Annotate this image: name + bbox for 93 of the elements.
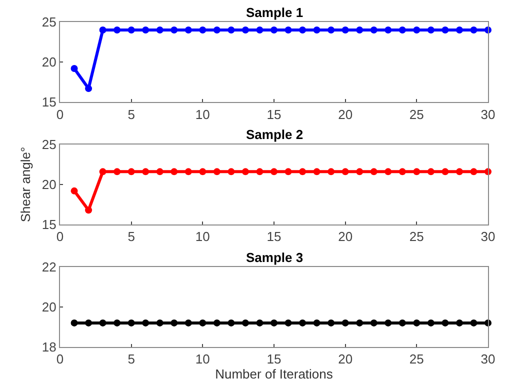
point (442, 26, 449, 34)
point (398, 26, 406, 34)
point (427, 168, 434, 176)
point (128, 168, 135, 176)
point (142, 26, 150, 34)
x-tick-label: 25 (409, 229, 424, 244)
point (213, 168, 220, 176)
point (228, 26, 235, 34)
x-tick-label: 25 (409, 352, 424, 367)
x-tick-label: 20 (338, 229, 353, 244)
y-tick-label: 22 (42, 259, 56, 274)
chart-title: Sample 3 (246, 250, 304, 265)
point (85, 85, 92, 92)
point (356, 168, 364, 176)
point (184, 168, 192, 176)
point (256, 168, 264, 176)
point (456, 168, 463, 176)
point (70, 187, 78, 194)
x-tick-label: 20 (338, 106, 353, 122)
x-tick-label: 10 (195, 352, 210, 367)
point (470, 26, 478, 34)
x-tick-label: 0 (56, 106, 64, 122)
x-tick-label: 30 (480, 229, 496, 244)
point (114, 26, 121, 34)
point (342, 26, 349, 34)
point (184, 26, 192, 34)
point (199, 168, 206, 176)
x-tick-label: 20 (338, 352, 353, 367)
point (284, 168, 292, 176)
y-tick-label: 25 (42, 136, 56, 152)
point (213, 26, 220, 34)
y-tick-label: 25 (42, 14, 56, 30)
chart-title: Sample 2 (246, 127, 304, 142)
point (128, 26, 135, 34)
point (99, 26, 106, 34)
y-tick-label: 15 (42, 94, 56, 110)
x-tick-label: 30 (480, 106, 496, 122)
point (99, 168, 106, 176)
point (456, 26, 463, 34)
point (70, 65, 78, 72)
x-axis-title: Number of Iterations (215, 366, 334, 382)
point (427, 26, 434, 34)
point (398, 168, 406, 176)
point (299, 168, 306, 176)
point (270, 26, 278, 34)
chart-title: Sample 1 (246, 5, 304, 20)
point (228, 168, 235, 176)
x-tick-label: 15 (266, 229, 282, 244)
point (413, 26, 420, 34)
point (384, 168, 392, 176)
x-tick-label: 5 (128, 229, 135, 244)
point (85, 206, 92, 214)
point (156, 168, 164, 176)
point (170, 168, 178, 176)
point (342, 168, 349, 176)
point (270, 168, 278, 176)
point (470, 168, 478, 176)
point (170, 26, 178, 34)
point (313, 26, 320, 34)
x-tick-label: 30 (480, 352, 496, 367)
x-tick-label: 5 (128, 352, 135, 367)
y-tick-label: 18 (42, 340, 56, 355)
point (114, 168, 121, 176)
point (328, 168, 335, 176)
point (242, 26, 249, 34)
point (370, 168, 378, 176)
x-tick-label: 0 (56, 352, 64, 367)
x-tick-label: 25 (409, 106, 424, 122)
point (442, 168, 449, 176)
y-axis-title: Shear angle° (18, 146, 33, 222)
y-tick-label: 15 (42, 217, 56, 232)
x-tick-label: 0 (56, 229, 64, 244)
point (413, 168, 420, 176)
point (299, 26, 306, 34)
x-tick-label: 10 (195, 106, 210, 122)
y-tick-label: 20 (42, 299, 56, 314)
x-tick-label: 15 (266, 352, 282, 367)
point (156, 26, 164, 34)
point (328, 26, 335, 34)
point (142, 168, 150, 176)
y-tick-label: 20 (42, 54, 56, 70)
point (284, 26, 292, 34)
point (199, 26, 206, 34)
x-tick-label: 10 (195, 229, 210, 244)
point (384, 26, 392, 34)
point (370, 26, 378, 34)
point (242, 168, 249, 176)
x-tick-label: 5 (128, 106, 135, 122)
point (356, 26, 364, 34)
y-tick-label: 20 (42, 177, 56, 192)
point (313, 168, 320, 176)
x-tick-label: 15 (266, 106, 282, 122)
point (256, 26, 264, 34)
